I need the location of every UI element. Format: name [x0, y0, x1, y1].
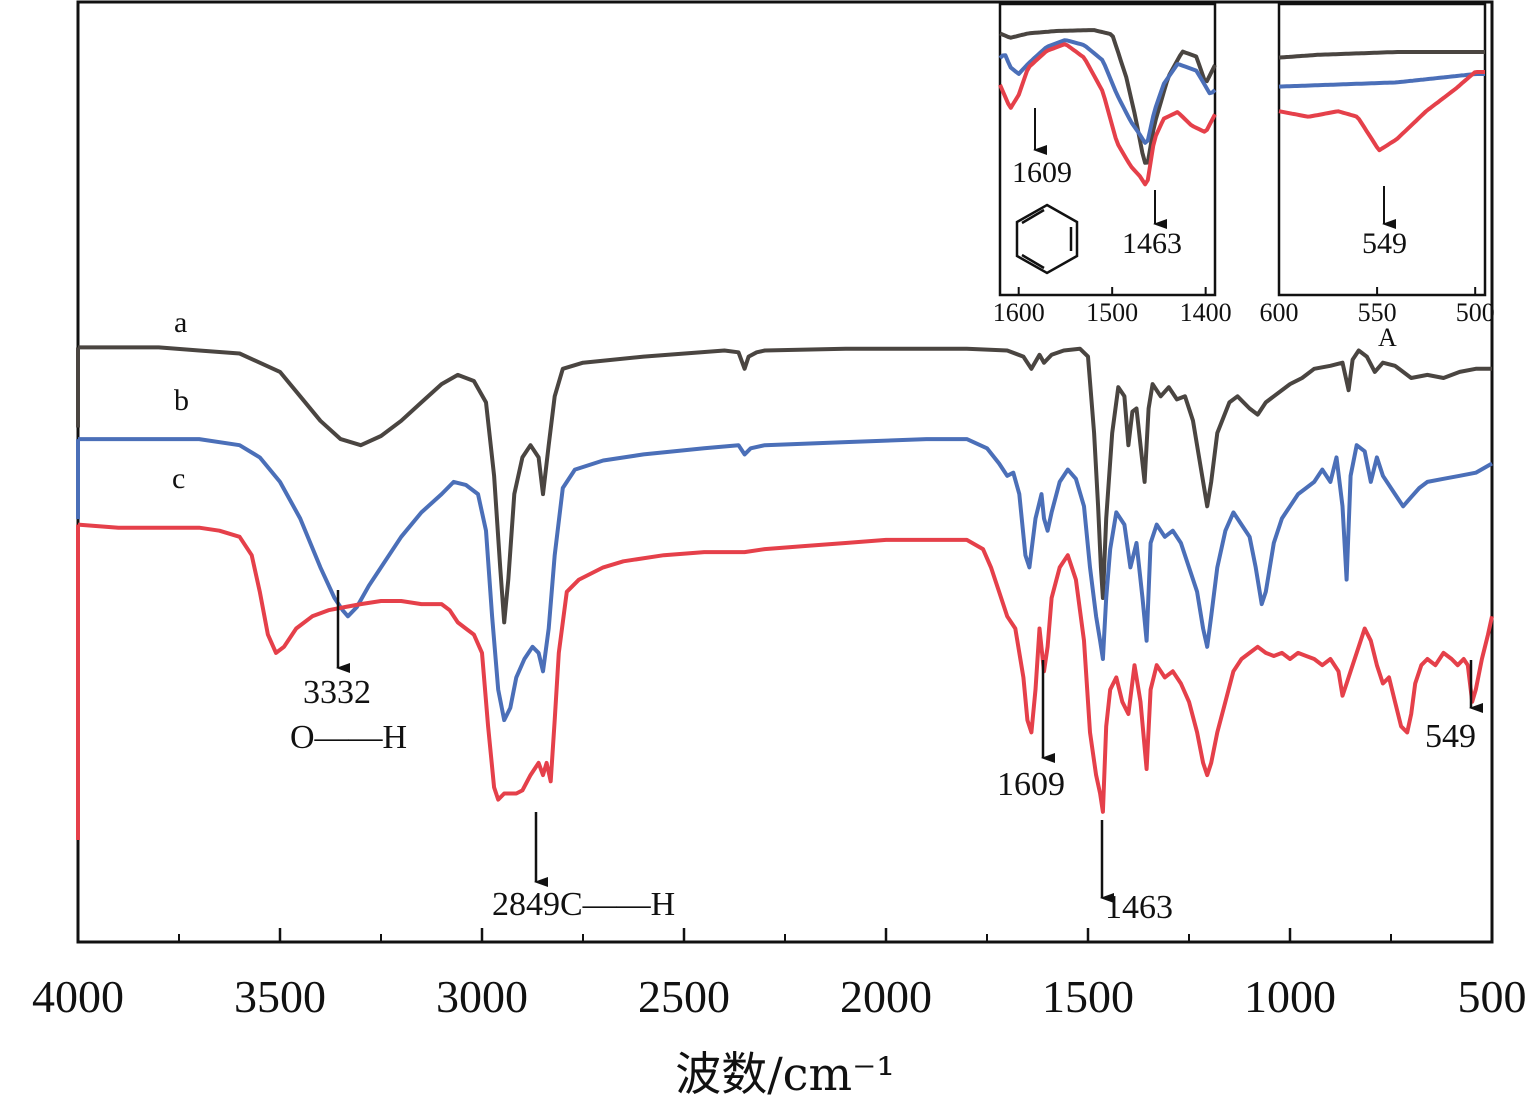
x-tick-label: 2500 [638, 971, 730, 1022]
inset-2-annotation-549: 549 [1362, 227, 1407, 260]
x-tick-label: 1000 [1244, 971, 1336, 1022]
annotation-3332: 3332 O——H [290, 590, 407, 756]
x-tick-label: 3000 [436, 971, 528, 1022]
inset-2-series-c [1278, 70, 1485, 153]
x-tick-label: 500 [1458, 971, 1527, 1022]
annotation-2849-label: 2849C——H [492, 886, 675, 923]
inset-x-tick-label: 1600 [993, 298, 1045, 327]
annotation-2849: 2849C——H [492, 812, 675, 923]
inset-x-tick-label: 1400 [1180, 298, 1232, 327]
inset-x-tick-label: 1500 [1086, 298, 1138, 327]
series-b-line [78, 437, 1493, 723]
annotation-3332-bond: O——H [290, 719, 407, 756]
annotation-1609: 1609 [997, 660, 1065, 803]
inset-1-series-b [998, 38, 1217, 145]
x-tick-label: 3500 [234, 971, 326, 1022]
inset-1-x-axis: 1600 1500 1400 [993, 287, 1232, 327]
inset-1-series-c [998, 42, 1217, 187]
inset-1-annotation-1609: 1609 [1012, 156, 1072, 189]
x-tick-label: 2000 [840, 971, 932, 1022]
inset-benzene-region: 1609 1463 1600 1500 1400 [993, 2, 1232, 327]
annotation-1463: 1463 [1100, 820, 1173, 926]
curve-label-c: c [172, 462, 185, 495]
inset-549-region: 549 600 550 500 A [1260, 2, 1495, 352]
inset-1-frame [998, 2, 1217, 297]
inset-2-curves [1278, 50, 1485, 153]
inset-2-x-axis: 600 550 500 [1260, 287, 1495, 327]
annotation-549-label: 549 [1425, 718, 1476, 755]
series-c-line [77, 522, 1494, 814]
inset-x-tick-label: 600 [1260, 298, 1299, 327]
x-tick-label: 4000 [32, 971, 124, 1022]
inset-x-tick-label: 500 [1456, 298, 1495, 327]
curve-label-a: a [174, 306, 187, 339]
inset-1-curves [998, 28, 1217, 187]
x-axis-title: 波数/cm⁻¹ [675, 1047, 895, 1101]
curve-label-b: b [174, 384, 189, 417]
benzene-ring-icon [1015, 203, 1079, 275]
annotation-1609-label: 1609 [997, 766, 1065, 803]
inset-x-tick-label: 550 [1358, 298, 1397, 327]
inset-1-annotation-1463: 1463 [1122, 227, 1182, 260]
inset-2-label: A [1378, 323, 1397, 352]
annotation-549: 549 [1425, 660, 1483, 755]
inset-2-series-a [1278, 50, 1485, 60]
series-layer [76, 345, 1494, 840]
x-axis: 4000 3500 3000 2500 2000 1500 1000 500 [32, 928, 1527, 1022]
inset-2-series-b [1278, 72, 1485, 89]
x-tick-label: 1500 [1042, 971, 1134, 1022]
inset-1-series-a [999, 28, 1217, 165]
series-a-line [78, 345, 1492, 625]
annotation-3332-wavenumber: 3332 [303, 674, 371, 711]
annotation-1463-label: 1463 [1105, 889, 1173, 926]
